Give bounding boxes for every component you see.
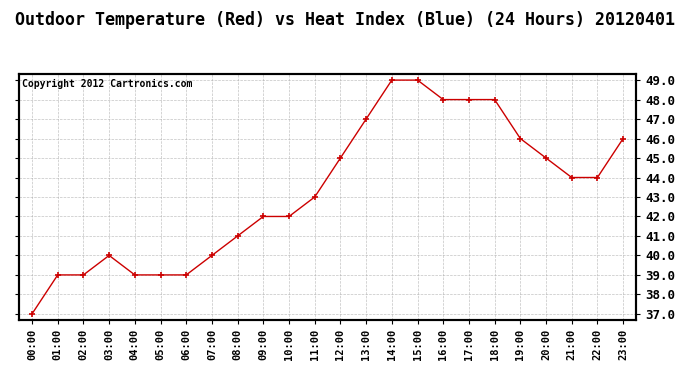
- Text: Outdoor Temperature (Red) vs Heat Index (Blue) (24 Hours) 20120401: Outdoor Temperature (Red) vs Heat Index …: [15, 11, 675, 29]
- Text: Copyright 2012 Cartronics.com: Copyright 2012 Cartronics.com: [22, 79, 193, 89]
